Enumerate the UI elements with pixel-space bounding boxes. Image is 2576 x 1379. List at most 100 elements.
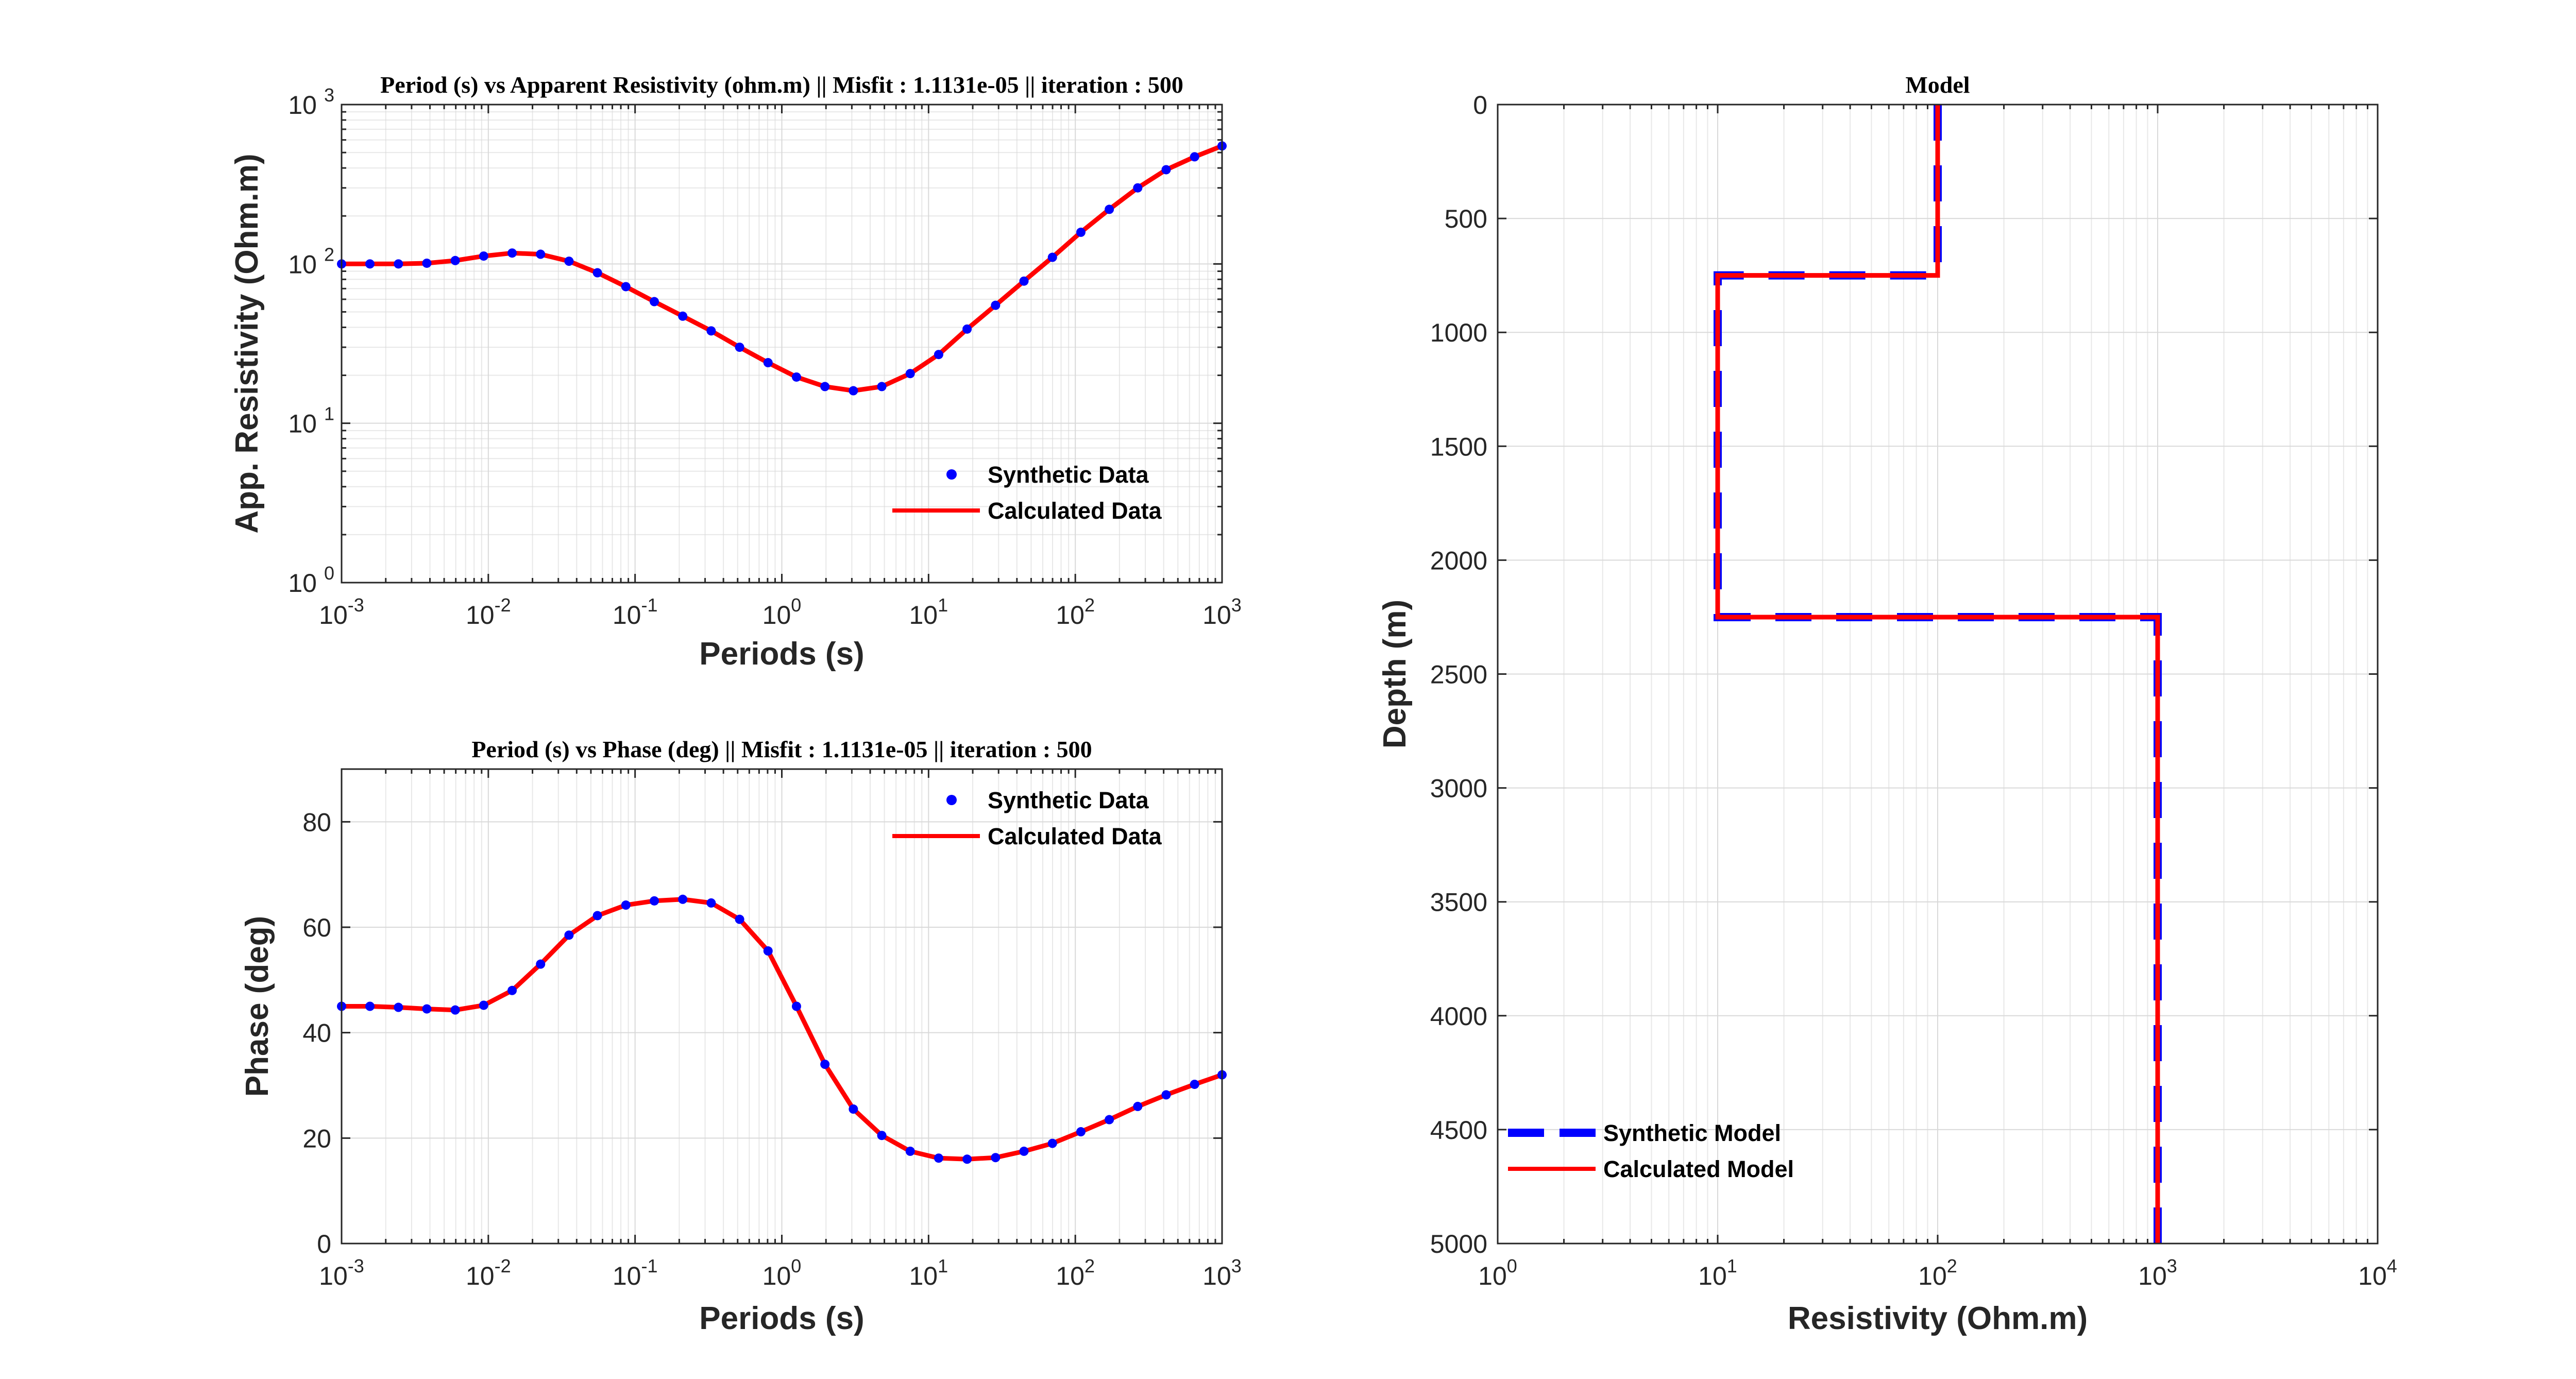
- y-tick-label-base: 500: [1445, 205, 1487, 233]
- series-0-point: [991, 1153, 1001, 1163]
- series-0-point: [536, 249, 546, 259]
- series-0-point: [877, 382, 887, 391]
- x-tick-label: 102: [1056, 594, 1095, 629]
- legend-label: Calculated Model: [1603, 1156, 1794, 1182]
- series-0-point: [735, 914, 744, 924]
- y-tick-label: 4000: [1430, 1002, 1487, 1031]
- x-tick-label-exponent: 3: [2167, 1255, 2177, 1276]
- x-tick-label: 10-3: [319, 594, 364, 629]
- x-tick-label: 100: [1478, 1255, 1517, 1290]
- x-tick-label: 103: [1202, 1255, 1242, 1290]
- series-0-point: [1133, 183, 1143, 193]
- y-tick-label-base: 0: [1473, 91, 1487, 120]
- x-tick-label-exponent: -3: [348, 1255, 364, 1276]
- x-tick-label: 101: [909, 594, 948, 629]
- series-0-point: [934, 350, 943, 360]
- series-0-point: [564, 930, 574, 940]
- series-0-point: [1076, 1127, 1086, 1137]
- y-axis-label: App. Resistivity (Ohm.m): [229, 154, 265, 533]
- x-tick-label-exponent: 3: [1231, 594, 1242, 616]
- series-0-point: [422, 258, 432, 268]
- grid: [1497, 104, 2378, 1244]
- chart-title: Period (s) vs Phase (deg) || Misfit : 1.…: [471, 736, 1092, 762]
- x-tick-label: 100: [762, 594, 802, 629]
- series-0-point: [905, 1146, 915, 1156]
- x-tick-label: 101: [1698, 1255, 1737, 1290]
- series-0-point: [1133, 1101, 1143, 1111]
- series-0-point: [820, 1060, 830, 1069]
- series-0-point: [1105, 1115, 1114, 1125]
- series-0-point: [621, 282, 631, 292]
- series-0-point: [1161, 1090, 1171, 1100]
- x-axis-label: Periods (s): [699, 1301, 864, 1336]
- legend-label: Synthetic Data: [988, 462, 1149, 488]
- series-0-point: [678, 894, 688, 904]
- x-tick-label: 10-1: [613, 1255, 658, 1290]
- series-0-point: [507, 985, 517, 995]
- x-tick-label: 10-1: [613, 594, 658, 629]
- y-tick-label-base: 10: [288, 250, 317, 279]
- x-tick-label: 102: [1918, 1255, 1957, 1290]
- x-tick-label: 103: [1202, 594, 1242, 629]
- x-tick-label-exponent: 1: [938, 1255, 948, 1276]
- x-tick-label-base: 10: [909, 601, 938, 629]
- series-0-point: [1190, 152, 1199, 162]
- y-tick-label-exponent: 2: [324, 244, 334, 265]
- series-0-point: [735, 343, 744, 352]
- y-tick-label-base: 10: [288, 410, 317, 438]
- y-tick-label: 0: [317, 1230, 331, 1258]
- x-axis-label: Resistivity (Ohm.m): [1788, 1301, 2088, 1336]
- series-0-point: [536, 959, 546, 969]
- x-tick-label-exponent: 1: [1727, 1255, 1737, 1276]
- y-tick-label: 2500: [1430, 660, 1487, 689]
- series-1-line-overlay: [1715, 105, 2160, 1244]
- data-layer: [1714, 105, 2162, 1244]
- series-0-point: [1047, 252, 1057, 262]
- legend: Synthetic Data Calculated Data: [892, 462, 1162, 524]
- y-tick-label: 3500: [1430, 888, 1487, 917]
- y-tick-label: 2000: [1430, 546, 1487, 575]
- y-tick-label-base: 0: [317, 1230, 331, 1258]
- series-0-point: [507, 248, 517, 258]
- axes-box: [341, 768, 1223, 1245]
- series-0-point: [1161, 165, 1171, 175]
- x-tick-label-exponent: 3: [1231, 1255, 1242, 1276]
- series-0-point: [791, 372, 801, 382]
- y-tick-label: 3000: [1430, 774, 1487, 803]
- x-tick-label: 10-3: [319, 1255, 364, 1290]
- y-tick-label: 1000: [1430, 318, 1487, 347]
- y-tick-label-base: 2000: [1430, 546, 1487, 575]
- y-tick-label-base: 5000: [1430, 1230, 1487, 1258]
- x-tick-label: 103: [2138, 1255, 2177, 1290]
- x-tick-label-base: 10: [1202, 601, 1231, 629]
- y-tick-label-base: 2500: [1430, 660, 1487, 689]
- y-tick-label-base: 4000: [1430, 1002, 1487, 1031]
- y-tick-label: 4500: [1430, 1116, 1487, 1145]
- series-0-point: [365, 1001, 375, 1011]
- y-tick-label-base: 1000: [1430, 318, 1487, 347]
- y-tick-label: 60: [302, 913, 331, 942]
- series-1-line-top: [342, 897, 1222, 1161]
- series-0-point: [650, 297, 659, 307]
- y-tick-label-exponent: 0: [324, 563, 334, 584]
- y-tick-label: 10 1: [288, 403, 334, 438]
- x-tick-label-base: 10: [613, 1262, 641, 1290]
- x-tick-label: 10-2: [466, 1255, 511, 1290]
- y-tick-label-base: 60: [302, 913, 331, 942]
- y-tick-label: 80: [302, 808, 331, 837]
- series-0-point: [706, 898, 716, 908]
- series-0-point: [1076, 227, 1086, 237]
- y-tick-label: 10 0: [288, 563, 334, 598]
- series-0-point: [650, 896, 659, 906]
- legend: Synthetic Model Calculated Model: [1508, 1120, 1794, 1182]
- y-tick-label: 0: [1473, 91, 1487, 120]
- y-tick-label: 10 2: [288, 244, 334, 279]
- series-0-point: [849, 386, 858, 396]
- series-0-point: [450, 1005, 460, 1015]
- y-tick-label: 1500: [1430, 432, 1487, 461]
- series-0-point: [706, 326, 716, 336]
- chart-panel-2: 100 101 102 103 1040500100015002000250030003…: [1377, 72, 2397, 1336]
- x-tick-label: 102: [1056, 1255, 1095, 1290]
